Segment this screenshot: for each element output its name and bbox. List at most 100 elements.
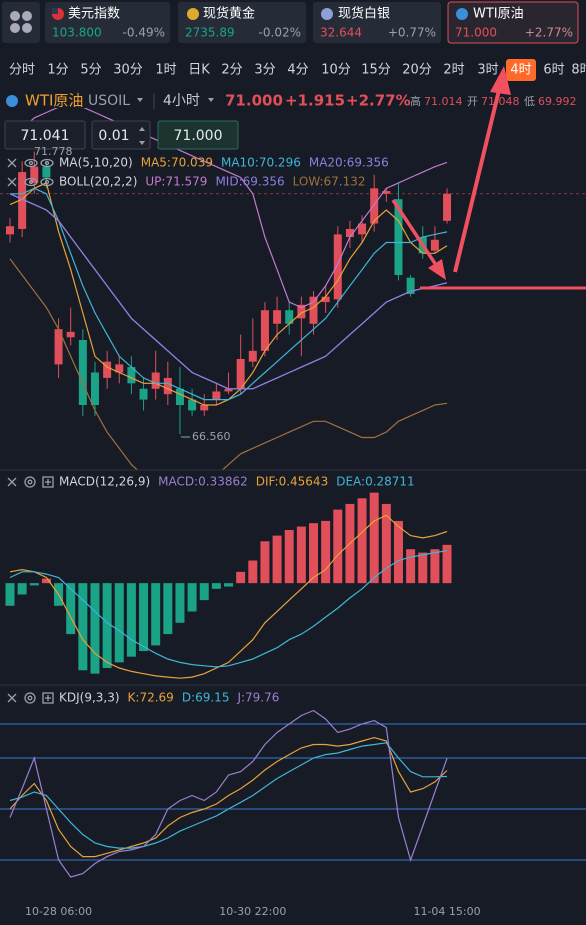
timeframe-tab[interactable]: 2分 <box>221 63 242 78</box>
macd-bar <box>236 571 246 584</box>
candle-body <box>115 364 124 373</box>
timeframe-tab[interactable]: 4时 <box>510 63 531 78</box>
open-label: 开 <box>467 95 478 108</box>
candle-body <box>297 304 306 319</box>
macd-bar <box>66 583 76 635</box>
candle-body <box>309 296 318 324</box>
timeframe-tab[interactable]: 1分 <box>47 63 68 78</box>
timeframe-tab[interactable]: 30分 <box>113 63 143 78</box>
min-price-label: 66.560 <box>192 430 231 443</box>
macd-bar <box>211 583 221 589</box>
high-label: 高 <box>410 94 421 108</box>
ticker-card[interactable]: 现货黄金 2735.89 -0.02% <box>178 2 306 43</box>
annotation-arrows <box>391 66 586 290</box>
candle-body <box>443 193 452 221</box>
timeframe-tab[interactable]: 3分 <box>254 63 275 78</box>
timeframe-tab[interactable]: 分时 <box>9 63 35 78</box>
max-price-label: 71.778 <box>34 145 73 158</box>
macd-bar <box>381 503 391 584</box>
x-tick-label: 11-04 15:00 <box>413 905 480 918</box>
legend-entry: DIF:0.45643 <box>256 475 328 489</box>
macd-bar <box>248 560 258 584</box>
chart-panel <box>5 492 452 679</box>
candle-body <box>273 310 282 324</box>
candle-body <box>430 239 439 251</box>
price-input[interactable] <box>4 120 86 150</box>
open-value: 71.048 <box>481 95 520 108</box>
quantity-input[interactable] <box>91 120 151 150</box>
candle-body <box>90 372 99 405</box>
macd-bar <box>284 529 294 584</box>
candle-body <box>382 191 391 194</box>
indicator-line <box>9 514 448 679</box>
candle-body <box>188 399 197 411</box>
macd-bar <box>187 583 197 612</box>
legend-entry: K:72.69 <box>128 691 174 705</box>
spin-down[interactable] <box>139 141 145 145</box>
x-tick-label: 10-28 06:00 <box>25 905 92 918</box>
candle-body <box>18 172 27 229</box>
timeframe-tab[interactable]: 1时 <box>155 63 176 78</box>
ticker-card[interactable]: 现货白银 32.644 +0.77% <box>313 2 441 43</box>
candle-body <box>321 296 330 303</box>
timeframe-tab[interactable]: 10分 <box>321 63 351 78</box>
timeframe-tab[interactable]: 4分 <box>287 63 308 78</box>
candle-body <box>54 329 63 365</box>
legend-entry: D:69.15 <box>182 691 230 705</box>
symbol-code: USOIL <box>88 93 130 109</box>
spin-up[interactable] <box>139 127 145 131</box>
macd-bar <box>163 583 173 635</box>
candle-body <box>78 340 87 405</box>
timeframe-tab[interactable]: 日K <box>188 63 210 78</box>
candle-body <box>260 310 269 351</box>
candle-body <box>406 277 415 294</box>
macd-bar <box>114 583 124 663</box>
macd-bar <box>102 583 112 669</box>
dropdown-arrow[interactable] <box>137 98 143 102</box>
timeframe-tab[interactable]: 15分 <box>361 63 391 78</box>
legend-entry: UP:71.579 <box>145 175 207 189</box>
legend-icons[interactable] <box>7 158 54 704</box>
ticker-name: 现货黄金 <box>203 6 255 22</box>
timeframe-tab[interactable]: 6时 <box>543 63 564 78</box>
macd-bar <box>369 492 379 584</box>
macd-bar <box>5 583 15 606</box>
candle-body <box>370 188 379 224</box>
timeframe-tab[interactable]: 20分 <box>402 63 432 78</box>
quantity-value: 0.01 <box>98 128 129 144</box>
chart-panel <box>0 709 586 878</box>
timeframe-tab[interactable]: 5分 <box>80 63 101 78</box>
chart-panel <box>0 108 586 470</box>
legend-entry: MACD(12,26,9) <box>59 475 150 489</box>
macd-bar <box>321 520 331 584</box>
indicator-line <box>9 742 448 849</box>
ticker-card[interactable]: WTI原油 71.000 +2.77% <box>447 1 579 44</box>
period[interactable]: 4小时 <box>163 93 200 109</box>
dropdown-arrow[interactable] <box>208 98 214 102</box>
macd-bar <box>139 583 149 652</box>
legend-entry: MA20:69.356 <box>309 156 389 170</box>
active-timeframe-bg <box>506 59 536 81</box>
timeframe-tab[interactable]: 8时 <box>571 63 586 78</box>
candle-body <box>30 166 39 183</box>
legend-entry: LOW:67.132 <box>293 175 366 189</box>
macd-bar <box>406 549 416 584</box>
indicator-line <box>9 108 448 309</box>
candle-body <box>224 388 233 392</box>
legend-entry: MA(5,10,20) <box>59 156 133 170</box>
timeframe-tab[interactable]: 3时 <box>477 63 498 78</box>
ticker-price: 71.000 <box>455 26 497 40</box>
macd-bar <box>272 535 282 584</box>
macd-bar <box>29 583 39 586</box>
symbol[interactable]: WTI原油 <box>25 92 83 110</box>
candle-body <box>163 377 172 395</box>
menu-icon[interactable] <box>2 2 40 43</box>
ticker-price: 32.644 <box>320 26 362 40</box>
timeframe-tab[interactable]: 2时 <box>443 63 464 78</box>
ticker-card[interactable]: 美元指数 103.800 -0.49% <box>45 2 170 43</box>
indicator-line <box>9 550 448 668</box>
target-input[interactable] <box>157 120 239 150</box>
price-change: +1.915 <box>285 92 345 110</box>
legend-entry: MID:69.356 <box>215 175 284 189</box>
